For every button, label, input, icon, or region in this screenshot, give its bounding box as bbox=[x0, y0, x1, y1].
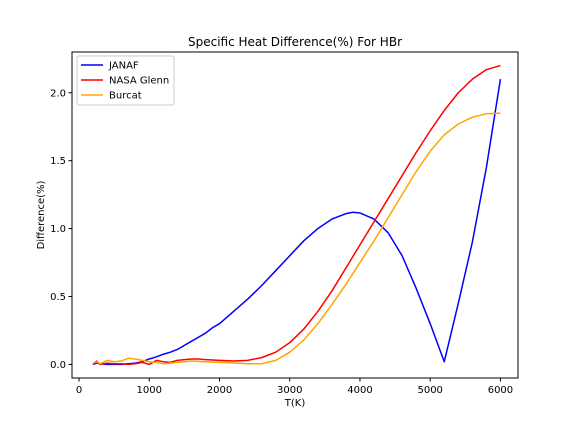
plot-area: 0 1000 2000 3000 4000 5000 6000 0.0 0.5 1.0 1.5 2.… bbox=[50, 51, 519, 396]
x-tick-label: 6000 bbox=[488, 385, 513, 396]
y-axis: 0.0 0.5 1.0 1.5 2.0 bbox=[50, 88, 72, 371]
series-line-burcat bbox=[92, 112, 501, 365]
series-line-nasa-glenn bbox=[92, 64, 501, 366]
x-axis-label: T(K) bbox=[284, 398, 306, 409]
legend-label: Burcat bbox=[109, 91, 142, 102]
legend-label: NASA Glenn bbox=[109, 76, 169, 87]
legend-box bbox=[76, 55, 175, 106]
y-tick-label: 1.0 bbox=[50, 224, 66, 235]
x-tick-label: 3000 bbox=[277, 385, 302, 396]
legend-label: JANAF bbox=[108, 61, 139, 72]
x-axis: 0 1000 2000 3000 4000 5000 6000 bbox=[76, 378, 513, 396]
x-tick-label: 4000 bbox=[347, 385, 372, 396]
legend: JANAF NASA Glenn Burcat bbox=[76, 55, 175, 106]
x-tick-label: 5000 bbox=[417, 385, 442, 396]
x-tick-label: 2000 bbox=[207, 385, 232, 396]
plot-frame bbox=[71, 51, 519, 379]
y-tick-label: 1.5 bbox=[50, 156, 66, 167]
y-tick-label: 2.0 bbox=[50, 88, 66, 99]
series-layer bbox=[92, 64, 502, 366]
y-tick-label: 0.0 bbox=[50, 360, 66, 371]
x-tick-label: 0 bbox=[76, 385, 82, 396]
x-tick-label: 1000 bbox=[137, 385, 162, 396]
y-axis-label: Difference(%) bbox=[36, 180, 47, 249]
chart-title: Specific Heat Difference(%) For HBr bbox=[188, 35, 402, 49]
y-tick-label: 0.5 bbox=[50, 292, 66, 303]
